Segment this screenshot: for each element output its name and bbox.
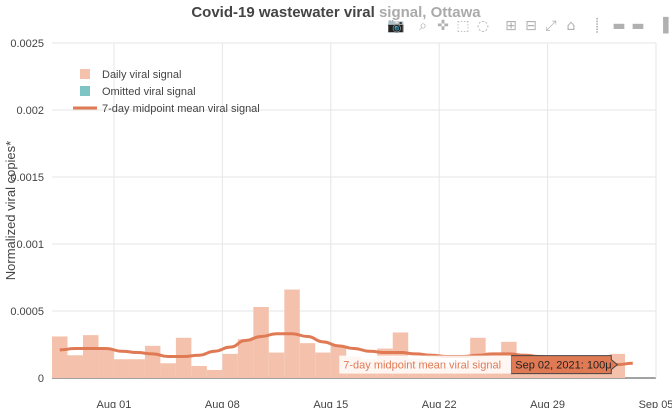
daily-bar[interactable]	[52, 336, 68, 378]
legend-swatch-daily	[80, 69, 90, 79]
daily-bar[interactable]	[191, 365, 207, 378]
daily-bar[interactable]	[160, 363, 176, 378]
daily-bar[interactable]	[98, 349, 114, 378]
daily-bar[interactable]	[82, 335, 99, 378]
camera-icon[interactable]: 📷	[387, 18, 404, 34]
y-tick-label: 0	[38, 373, 44, 385]
legend-label-daily: Daily viral signal	[102, 69, 181, 81]
y-tick-label: 0.0005	[10, 306, 44, 318]
hover-value-text: Sep 02, 2021: 100μ	[515, 360, 611, 372]
x-tick-label: Aug 01	[97, 399, 132, 408]
y-tick-label: 0.002	[16, 105, 44, 117]
legend-label-mean: 7-day midpoint mean viral signal	[102, 103, 260, 115]
box-select-icon[interactable]: ⬚	[456, 18, 469, 34]
y-tick-label: 0.001	[16, 239, 44, 251]
svg-text:⸽: ⸽	[595, 17, 599, 34]
hover-series-label: 7-day midpoint mean viral signal	[343, 360, 501, 372]
daily-bar[interactable]	[113, 359, 130, 378]
svg-text:▬: ▬	[631, 18, 644, 34]
daily-bar[interactable]	[237, 339, 254, 378]
svg-text:📷: 📷	[387, 18, 404, 34]
hover-tooltip: Sep 02, 2021: 100μ 7-day midpoint mean vi…	[339, 355, 619, 375]
x-tick-label: Sep 05	[639, 399, 672, 408]
chart-title-main: Covid-19 wastewater viral	[191, 4, 379, 21]
legend-swatch-omitted	[80, 86, 90, 96]
x-tick-label: Aug 29	[530, 399, 565, 408]
lasso-select-icon[interactable]: ◌	[477, 18, 489, 34]
svg-text:⊞: ⊞	[505, 18, 517, 34]
legend[interactable]: Daily viral signal Omitted viral signal 7-…	[73, 69, 260, 115]
daily-bar[interactable]	[144, 345, 161, 378]
hover-compare-icon[interactable]: ▬	[631, 18, 644, 34]
legend-item-daily[interactable]: Daily viral signal	[80, 69, 181, 81]
spike-lines-icon[interactable]: ⸽	[595, 17, 599, 34]
svg-text:◌: ◌	[477, 18, 489, 34]
reset-axes-icon[interactable]: ⌂	[567, 18, 576, 34]
autoscale-icon[interactable]: ⤢	[545, 18, 556, 34]
daily-bar[interactable]	[268, 352, 285, 378]
y-axis-ticks: 0 0.0005 0.001 0.0015 0.002 0.0025	[10, 38, 44, 385]
hover-value-box	[510, 355, 619, 375]
plotly-logo-icon[interactable]: ▐	[658, 16, 669, 34]
svg-text:▬: ▬	[612, 18, 625, 34]
chart-title-faded: signal, Ottawa	[379, 4, 481, 21]
zoom-out-icon[interactable]: ⊟	[525, 18, 537, 34]
daily-bar[interactable]	[315, 352, 331, 378]
daily-bar[interactable]	[299, 343, 316, 378]
daily-bar[interactable]	[67, 355, 83, 378]
y-tick-label: 0.0015	[10, 172, 44, 184]
daily-bar[interactable]	[129, 359, 145, 378]
daily-bar[interactable]	[578, 373, 595, 378]
x-axis-ticks: Aug 01 Aug 08 Aug 15 Aug 22 Aug 29 Sep 05	[97, 399, 672, 408]
zoom-icon[interactable]: ⌕	[419, 18, 427, 34]
daily-bar[interactable]	[206, 369, 223, 378]
daily-bar[interactable]	[253, 306, 269, 378]
y-tick-label: 0.0025	[10, 38, 44, 50]
legend-label-omitted: Omitted viral signal	[102, 86, 196, 98]
legend-item-mean[interactable]: 7-day midpoint mean viral signal	[73, 103, 260, 115]
svg-text:✜: ✜	[437, 18, 449, 34]
y-axis-title: Normalized viral copies*	[3, 141, 18, 280]
x-tick-label: Aug 15	[313, 399, 348, 408]
hover-series-box	[339, 355, 512, 374]
modebar: 📷 ⌕ ✜ ⬚ ◌ ⊞ ⊟ ⤢ ⌂ ⸽ ▬ ▬ ▐	[387, 16, 668, 34]
svg-text:▐: ▐	[658, 16, 669, 34]
svg-text:⊟: ⊟	[525, 18, 537, 34]
x-tick-label: Aug 08	[205, 399, 240, 408]
svg-text:⌂: ⌂	[567, 18, 576, 34]
hover-closest-icon[interactable]: ▬	[612, 18, 625, 34]
chart-title: Covid-19 wastewater viral signal, Ottawa	[191, 4, 481, 21]
legend-item-omitted[interactable]: Omitted viral signal	[80, 86, 196, 98]
daily-bar[interactable]	[222, 353, 238, 378]
zoom-in-icon[interactable]: ⊞	[505, 18, 517, 34]
svg-text:⌕: ⌕	[419, 18, 427, 34]
svg-text:⤢: ⤢	[545, 18, 556, 34]
x-tick-label: Aug 22	[422, 399, 457, 408]
pan-icon[interactable]: ✜	[437, 18, 449, 34]
svg-text:⬚: ⬚	[456, 18, 469, 34]
